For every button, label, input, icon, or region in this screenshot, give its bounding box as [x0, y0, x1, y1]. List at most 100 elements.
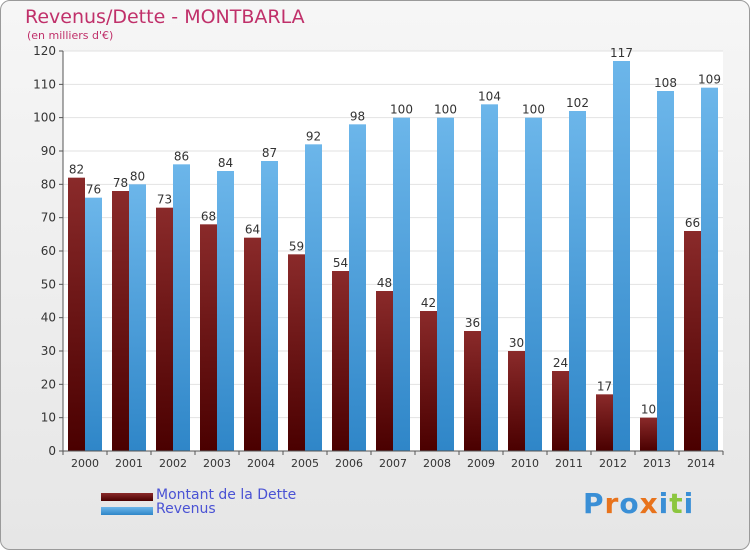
value-label-dette: 68	[201, 209, 216, 223]
x-tick-label: 2011	[555, 457, 583, 470]
x-tick-label: 2006	[335, 457, 363, 470]
y-tick-label: 100	[33, 111, 56, 125]
value-label-revenus: 84	[218, 156, 233, 170]
bar-dette	[288, 254, 305, 451]
bar-dette	[420, 311, 437, 451]
y-tick-label: 110	[33, 77, 56, 91]
logo-letter: i	[658, 487, 670, 520]
bar-revenus	[701, 87, 718, 452]
value-label-revenus: 108	[654, 76, 677, 90]
y-tick-label: 80	[41, 177, 56, 191]
bar-dette	[508, 351, 525, 451]
value-label-revenus: 92	[306, 129, 321, 143]
value-label-dette: 48	[377, 276, 392, 290]
x-tick-label: 2010	[511, 457, 539, 470]
value-label-dette: 64	[245, 223, 260, 237]
x-tick-label: 2001	[115, 457, 143, 470]
bar-dette	[596, 394, 613, 451]
bar-revenus	[481, 104, 498, 451]
x-tick-label: 2012	[599, 457, 627, 470]
value-label-dette: 78	[113, 176, 128, 190]
bar-dette	[640, 417, 657, 451]
y-tick-label: 0	[48, 444, 56, 458]
y-tick-label: 50	[41, 277, 56, 291]
logo-letter: o	[619, 487, 640, 520]
y-tick-label: 40	[41, 311, 56, 325]
value-label-revenus: 109	[698, 73, 721, 87]
value-label-revenus: 102	[566, 96, 589, 110]
bar-revenus	[393, 117, 410, 452]
value-label-dette: 36	[465, 316, 480, 330]
value-label-dette: 17	[597, 379, 612, 393]
value-label-revenus: 98	[350, 109, 365, 123]
value-label-dette: 10	[641, 403, 656, 417]
legend-swatch-revenus	[101, 507, 153, 515]
logo-letter: i	[683, 487, 695, 520]
value-label-dette: 30	[509, 336, 524, 350]
x-tick-label: 2009	[467, 457, 495, 470]
bar-dette	[464, 331, 481, 451]
value-label-revenus: 87	[262, 146, 277, 160]
x-tick-label: 2005	[291, 457, 319, 470]
value-label-dette: 54	[333, 256, 348, 270]
bar-dette	[376, 291, 393, 451]
value-label-revenus: 117	[610, 46, 633, 60]
x-tick-label: 2013	[643, 457, 671, 470]
legend-label-revenus: Revenus	[156, 501, 216, 517]
bar-revenus	[173, 164, 190, 452]
bar-dette	[200, 224, 217, 451]
chart-title: Revenus/Dette - MONTBARLA	[25, 6, 305, 28]
value-label-revenus: 80	[130, 169, 145, 183]
y-tick-label: 120	[33, 44, 56, 58]
value-label-dette: 24	[553, 356, 568, 370]
legend-swatch-debt	[101, 493, 153, 501]
x-tick-label: 2003	[203, 457, 231, 470]
bar-dette	[684, 231, 701, 451]
value-label-revenus: 86	[174, 149, 189, 163]
proxiti-logo: Proxiti	[583, 487, 694, 520]
value-label-revenus: 100	[522, 103, 545, 117]
bar-revenus	[305, 144, 322, 452]
bar-revenus	[217, 171, 234, 451]
y-tick-label: 70	[41, 211, 56, 225]
logo-letter: x	[639, 487, 659, 520]
value-label-revenus: 100	[390, 103, 413, 117]
value-label-revenus: 76	[86, 183, 101, 197]
bar-revenus	[85, 197, 102, 451]
bar-revenus	[349, 124, 366, 451]
bar-revenus	[657, 91, 674, 451]
x-tick-label: 2008	[423, 457, 451, 470]
logo-letter: t	[669, 487, 684, 520]
bar-revenus	[613, 61, 630, 451]
x-tick-label: 2014	[687, 457, 715, 470]
chart-subtitle: (en milliers d'€)	[27, 29, 114, 42]
legend-label-debt: Montant de la Dette	[156, 487, 297, 503]
y-tick-label: 90	[41, 144, 56, 158]
value-label-dette: 42	[421, 296, 436, 310]
logo-letter: P	[583, 487, 605, 520]
x-tick-label: 2004	[247, 457, 275, 470]
value-label-dette: 82	[69, 163, 84, 177]
bar-dette	[156, 207, 173, 451]
value-label-revenus: 104	[478, 89, 501, 103]
logo-letter: r	[604, 487, 620, 520]
bar-dette	[332, 271, 349, 451]
bar-revenus	[525, 117, 542, 452]
x-tick-label: 2007	[379, 457, 407, 470]
y-tick-label: 20	[41, 377, 56, 391]
value-label-dette: 73	[157, 193, 172, 207]
value-label-revenus: 100	[434, 103, 457, 117]
bar-dette	[68, 177, 85, 451]
value-label-dette: 66	[685, 216, 700, 230]
y-tick-label: 30	[41, 344, 56, 358]
bar-revenus	[569, 111, 586, 451]
bar-revenus	[437, 117, 454, 452]
y-tick-label: 10	[41, 411, 56, 425]
bar-dette	[552, 371, 569, 451]
bar-revenus	[129, 184, 146, 452]
bar-revenus	[261, 161, 278, 451]
y-tick-label: 60	[41, 244, 56, 258]
value-label-dette: 59	[289, 239, 304, 253]
